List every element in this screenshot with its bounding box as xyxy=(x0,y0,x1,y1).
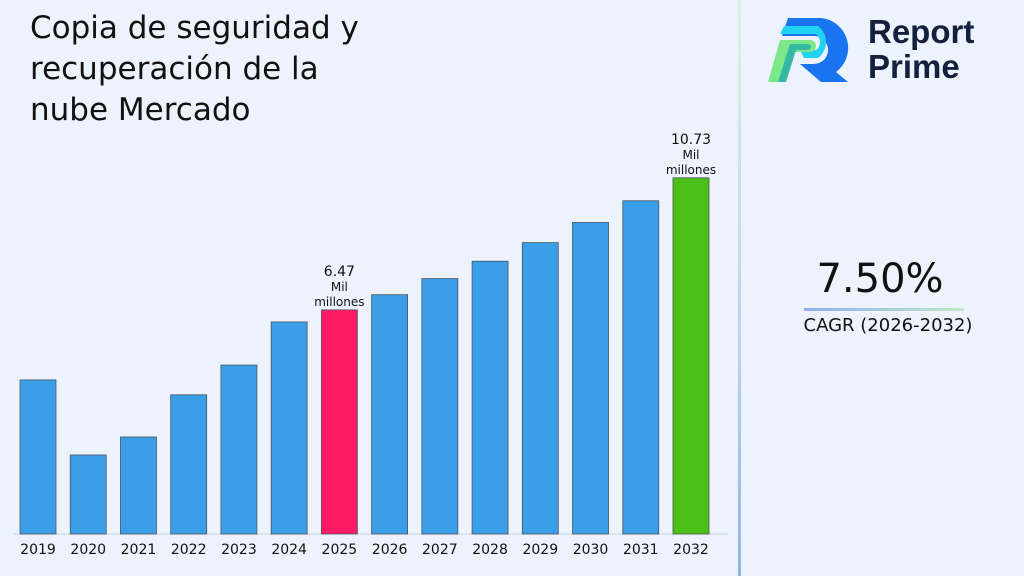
x-tick-label: 2023 xyxy=(221,542,257,558)
data-label: Mil xyxy=(682,148,699,162)
bar-2021 xyxy=(120,436,157,535)
data-label: millones xyxy=(314,295,364,309)
bar-chart: 2019 2020 2021 2022 2023 2024 2025 2026 2027 2028… xyxy=(14,132,728,558)
x-tick-label: 2029 xyxy=(522,542,558,558)
x-tick-label: 2025 xyxy=(322,542,358,558)
bar-2027 xyxy=(421,278,459,535)
x-tick-label: 2031 xyxy=(623,542,659,558)
bar-2023 xyxy=(220,364,258,535)
chart-title: Copia de seguridad y recuperación de la … xyxy=(30,10,359,128)
logo-text-report: Report xyxy=(868,13,975,50)
x-tick-label: 2022 xyxy=(171,542,207,558)
bar-2028 xyxy=(471,260,509,535)
bar-2024 xyxy=(270,321,308,535)
data-label: millones xyxy=(666,163,716,177)
bar-2020 xyxy=(69,454,107,535)
cagr-label: CAGR (2026-2032) xyxy=(803,315,973,336)
data-label: 10.73 xyxy=(671,132,711,148)
data-label: Mil xyxy=(331,280,348,294)
bar-2026 xyxy=(371,294,409,535)
x-tick-label: 2032 xyxy=(673,542,709,558)
bar-2019 xyxy=(19,379,57,535)
bar-2032 xyxy=(672,177,710,535)
bar-2031 xyxy=(622,200,660,535)
x-tick-label: 2027 xyxy=(422,542,458,558)
divider xyxy=(738,0,741,576)
x-tick-label: 2019 xyxy=(20,542,56,558)
x-tick-label: 2026 xyxy=(372,542,408,558)
cagr-underline xyxy=(804,308,964,311)
logo-text-prime: Prime xyxy=(868,48,960,85)
report-prime-logo: Report Prime xyxy=(766,14,974,84)
logo-icon xyxy=(768,18,849,82)
x-tick-label: 2028 xyxy=(472,542,508,558)
bar-2022 xyxy=(170,394,208,535)
bar-2025 xyxy=(320,309,358,535)
data-label: 6.47 xyxy=(324,264,355,280)
bar-2030 xyxy=(572,222,609,535)
x-tick-label: 2020 xyxy=(70,542,106,558)
x-tick-label: 2024 xyxy=(271,542,307,558)
cagr-value: 7.50% xyxy=(816,256,944,302)
x-tick-label: 2021 xyxy=(121,542,157,558)
bar-2029 xyxy=(521,242,559,535)
x-tick-label: 2030 xyxy=(573,542,609,558)
